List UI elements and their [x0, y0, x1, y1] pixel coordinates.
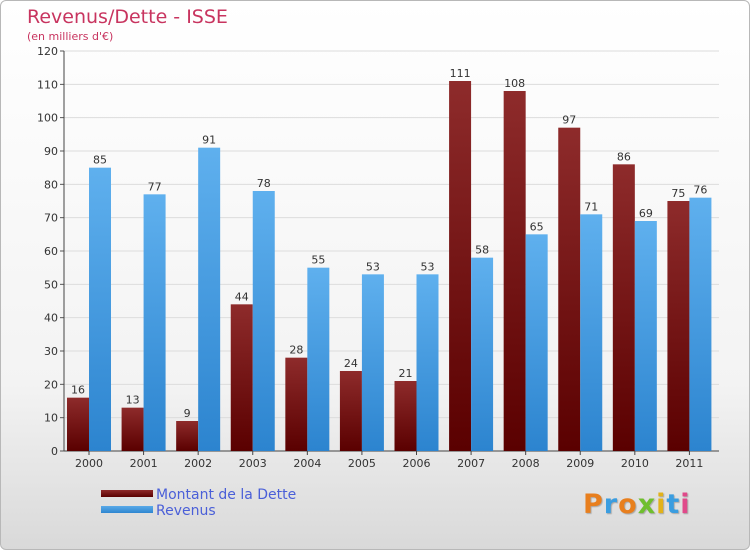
bar-revenue [143, 194, 166, 452]
y-tick-label: 60 [44, 245, 58, 258]
bar-debt [67, 397, 89, 451]
bar-revenue [580, 214, 603, 451]
bar-debt [339, 371, 362, 451]
bar-revenue [89, 167, 111, 451]
bar-debt [503, 91, 526, 451]
x-tick-label: 2001 [130, 457, 158, 470]
legend-swatch-revenue [101, 506, 153, 513]
bar-debt [176, 421, 199, 451]
bar-revenue [252, 191, 275, 451]
x-tick-label: 2004 [293, 457, 321, 470]
data-label-revenue: 53 [421, 260, 435, 273]
x-tick-label: 2003 [239, 457, 267, 470]
bar-revenue [634, 221, 657, 451]
data-label-revenue: 76 [693, 184, 707, 197]
bar-debt [121, 407, 144, 451]
logo-letter: P [583, 489, 604, 520]
bar-revenue [307, 267, 330, 451]
data-label-revenue: 58 [475, 244, 489, 257]
logo-letter: i [680, 489, 691, 520]
data-label-debt: 28 [289, 344, 303, 357]
data-label-debt: 9 [184, 407, 191, 420]
bar-revenue [416, 274, 439, 451]
data-label-revenue: 77 [148, 180, 162, 193]
bar-revenue [198, 147, 221, 451]
bar-revenue [471, 257, 494, 451]
logo-letter: x [637, 489, 657, 520]
x-tick-label: 2007 [457, 457, 485, 470]
data-label-revenue: 69 [639, 207, 653, 220]
data-label-debt: 75 [671, 187, 685, 200]
legend-label-debt: Montant de la Dette [156, 487, 297, 503]
y-tick-label: 30 [44, 345, 58, 358]
data-label-revenue: 65 [530, 220, 544, 233]
chart-title: Revenus/Dette - ISSE [27, 6, 228, 28]
data-label-debt: 44 [235, 290, 249, 303]
chart-subtitle: (en milliers d'€) [27, 30, 114, 43]
data-label-debt: 16 [71, 384, 85, 397]
data-label-debt: 97 [562, 114, 576, 127]
x-tick-label: 2008 [512, 457, 540, 470]
x-tick-label: 2002 [184, 457, 212, 470]
data-label-revenue: 85 [93, 154, 107, 167]
x-tick-label: 2006 [403, 457, 431, 470]
logo-letter: t [666, 489, 681, 520]
data-label-debt: 108 [504, 77, 525, 90]
data-label-revenue: 55 [311, 254, 325, 267]
y-tick-label: 100 [37, 112, 58, 125]
data-label-revenue: 78 [257, 177, 271, 190]
data-label-revenue: 91 [202, 134, 216, 147]
y-tick-label: 0 [51, 445, 58, 458]
legend-swatch-debt [101, 490, 153, 497]
logo-letter: o [618, 489, 638, 520]
data-label-debt: 111 [450, 67, 471, 80]
bar-debt [285, 357, 308, 451]
data-label-debt: 86 [617, 150, 631, 163]
data-label-revenue: 53 [366, 260, 380, 273]
x-tick-label: 2009 [566, 457, 594, 470]
y-tick-label: 40 [44, 312, 58, 325]
y-tick-label: 20 [44, 378, 58, 391]
bar-debt [230, 304, 253, 451]
y-tick-label: 10 [44, 412, 58, 425]
bar-revenue [361, 274, 384, 451]
x-tick-label: 2005 [348, 457, 376, 470]
bar-debt [612, 164, 635, 452]
y-tick-label: 50 [44, 278, 58, 291]
data-label-revenue: 71 [584, 200, 598, 213]
logo-letter: r [603, 489, 619, 520]
data-label-debt: 24 [344, 357, 358, 370]
bar-debt [667, 201, 690, 451]
bar-debt [394, 381, 417, 451]
bar-revenue [525, 234, 548, 451]
y-tick-label: 120 [37, 45, 58, 58]
y-tick-label: 110 [37, 78, 58, 91]
x-tick-label: 2011 [675, 457, 703, 470]
bar-debt [449, 81, 472, 451]
y-tick-label: 80 [44, 178, 58, 191]
x-tick-label: 2010 [621, 457, 649, 470]
y-tick-label: 90 [44, 145, 58, 158]
logo-letter: i [656, 489, 667, 520]
x-tick-label: 2000 [75, 457, 103, 470]
bar-revenue [689, 197, 712, 451]
data-label-debt: 13 [126, 394, 140, 407]
legend-label-revenue: Revenus [156, 503, 216, 519]
proxiti-logo: Proxiti [583, 489, 691, 520]
y-tick-label: 70 [44, 212, 58, 225]
bar-debt [558, 127, 581, 452]
data-label-debt: 21 [399, 367, 413, 380]
